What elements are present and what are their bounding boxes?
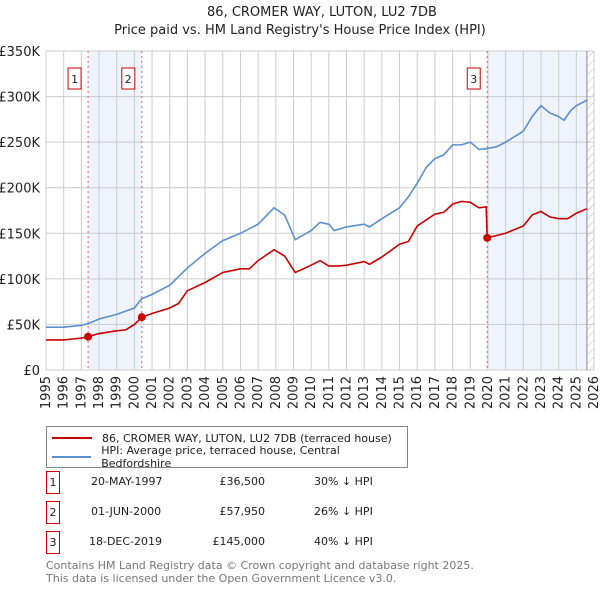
sale-point (483, 233, 492, 242)
y-tick-label: £300K (0, 91, 40, 106)
x-tick-label: 2018 (446, 376, 461, 409)
footer-copyright: Contains HM Land Registry data © Crown c… (46, 559, 474, 572)
shaded-range (487, 51, 587, 370)
y-tick-label: £350K (0, 45, 40, 60)
x-tick-label: 2012 (340, 376, 355, 409)
y-tick-label: £250K (0, 136, 40, 151)
sale-price: £36,500 (219, 475, 266, 488)
x-tick-label: 2014 (375, 376, 390, 409)
y-tick-label: £100K (0, 273, 40, 288)
x-tick-label: 2023 (534, 376, 549, 409)
sale-point (137, 313, 146, 322)
sale-marker-badge: 1 (46, 471, 60, 494)
footer: Contains HM Land Registry data © Crown c… (46, 559, 474, 585)
chart-title: 86, CROMER WAY, LUTON, LU2 7DB (207, 5, 437, 20)
x-tick-label: 2009 (286, 376, 301, 409)
hpi-diff: 26% ↓ HPI (314, 505, 373, 518)
sale-marker-label: 2 (125, 73, 132, 86)
sale-date: 18-DEC-2019 (89, 535, 163, 548)
x-tick-label: 2021 (499, 376, 514, 409)
x-tick-label: 2003 (180, 376, 195, 409)
price-chart: 86, CROMER WAY, LUTON, LU2 7DB Price pai… (0, 5, 600, 409)
x-tick-label: 2006 (233, 376, 248, 409)
x-tick-label: 2022 (516, 376, 531, 409)
y-tick-label: £150K (0, 227, 40, 242)
x-tick-label: 2015 (393, 376, 408, 409)
sale-marker-badge: 3 (46, 531, 60, 554)
x-tick-label: 2011 (322, 376, 337, 409)
hpi-line (46, 99, 588, 328)
legend-item-hpi: HPI: Average price, terraced house, Cent… (52, 444, 407, 470)
sale-price: £57,950 (219, 505, 266, 518)
blue-line-swatch (52, 456, 92, 458)
forecast-hatch (586, 51, 594, 370)
x-tick-label: 2026 (587, 376, 600, 409)
x-tick-label: 2001 (145, 376, 160, 409)
x-tick-label: 2004 (198, 376, 213, 409)
x-tick-label: 2005 (216, 376, 231, 409)
sale-marker-label: 1 (71, 73, 78, 86)
x-tick-label: 2000 (127, 376, 142, 409)
y-tick-label: £0 (23, 364, 40, 379)
x-tick-label: 1997 (74, 376, 89, 409)
sale-marker-box (67, 67, 82, 90)
chart-subtitle: Price paid vs. HM Land Registry's House … (114, 23, 486, 38)
y-tick-label: £50K (7, 318, 41, 333)
sale-date: 01-JUN-2000 (91, 505, 162, 518)
sale-price: £145,000 (212, 535, 266, 548)
x-tick-label: 1999 (110, 376, 125, 409)
shaded-range (88, 51, 142, 370)
x-tick-label: 2020 (481, 376, 496, 409)
x-tick-label: 1995 (39, 376, 54, 409)
sale-marker-badge: 2 (46, 501, 60, 524)
legend-label: 86, CROMER WAY, LUTON, LU2 7DB (terraced… (102, 431, 392, 445)
sale-date: 20-MAY-1997 (91, 475, 163, 488)
x-tick-label: 2024 (552, 376, 567, 409)
legend-label: HPI: Average price, terraced house, Cent… (101, 444, 340, 470)
hpi-diff: 30% ↓ HPI (314, 475, 373, 488)
x-tick-label: 2019 (463, 376, 478, 409)
x-tick-label: 2017 (428, 376, 443, 409)
red-line-swatch (52, 437, 92, 439)
sale-marker-box (121, 67, 136, 90)
sale-point (84, 332, 93, 341)
hpi-diff: 40% ↓ HPI (314, 535, 373, 548)
sale-marker-box (466, 67, 481, 90)
sale-marker-label: 3 (470, 73, 477, 86)
x-tick-label: 2010 (304, 376, 319, 409)
x-tick-label: 2013 (357, 376, 372, 409)
x-tick-label: 2002 (163, 376, 178, 409)
x-tick-label: 2007 (251, 376, 266, 409)
x-tick-label: 1998 (92, 376, 107, 409)
legend-item-property: 86, CROMER WAY, LUTON, LU2 7DB (terraced… (52, 429, 392, 447)
footer-licence: This data is licensed under the Open Gov… (46, 572, 397, 585)
x-tick-label: 2016 (410, 376, 425, 409)
price-paid-line (46, 200, 588, 341)
x-tick-label: 2008 (269, 376, 284, 409)
legend: 86, CROMER WAY, LUTON, LU2 7DB (terraced… (46, 426, 408, 470)
x-tick-label: 1996 (57, 376, 72, 409)
y-tick-label: £200K (0, 182, 40, 197)
x-tick-label: 2025 (569, 376, 584, 409)
